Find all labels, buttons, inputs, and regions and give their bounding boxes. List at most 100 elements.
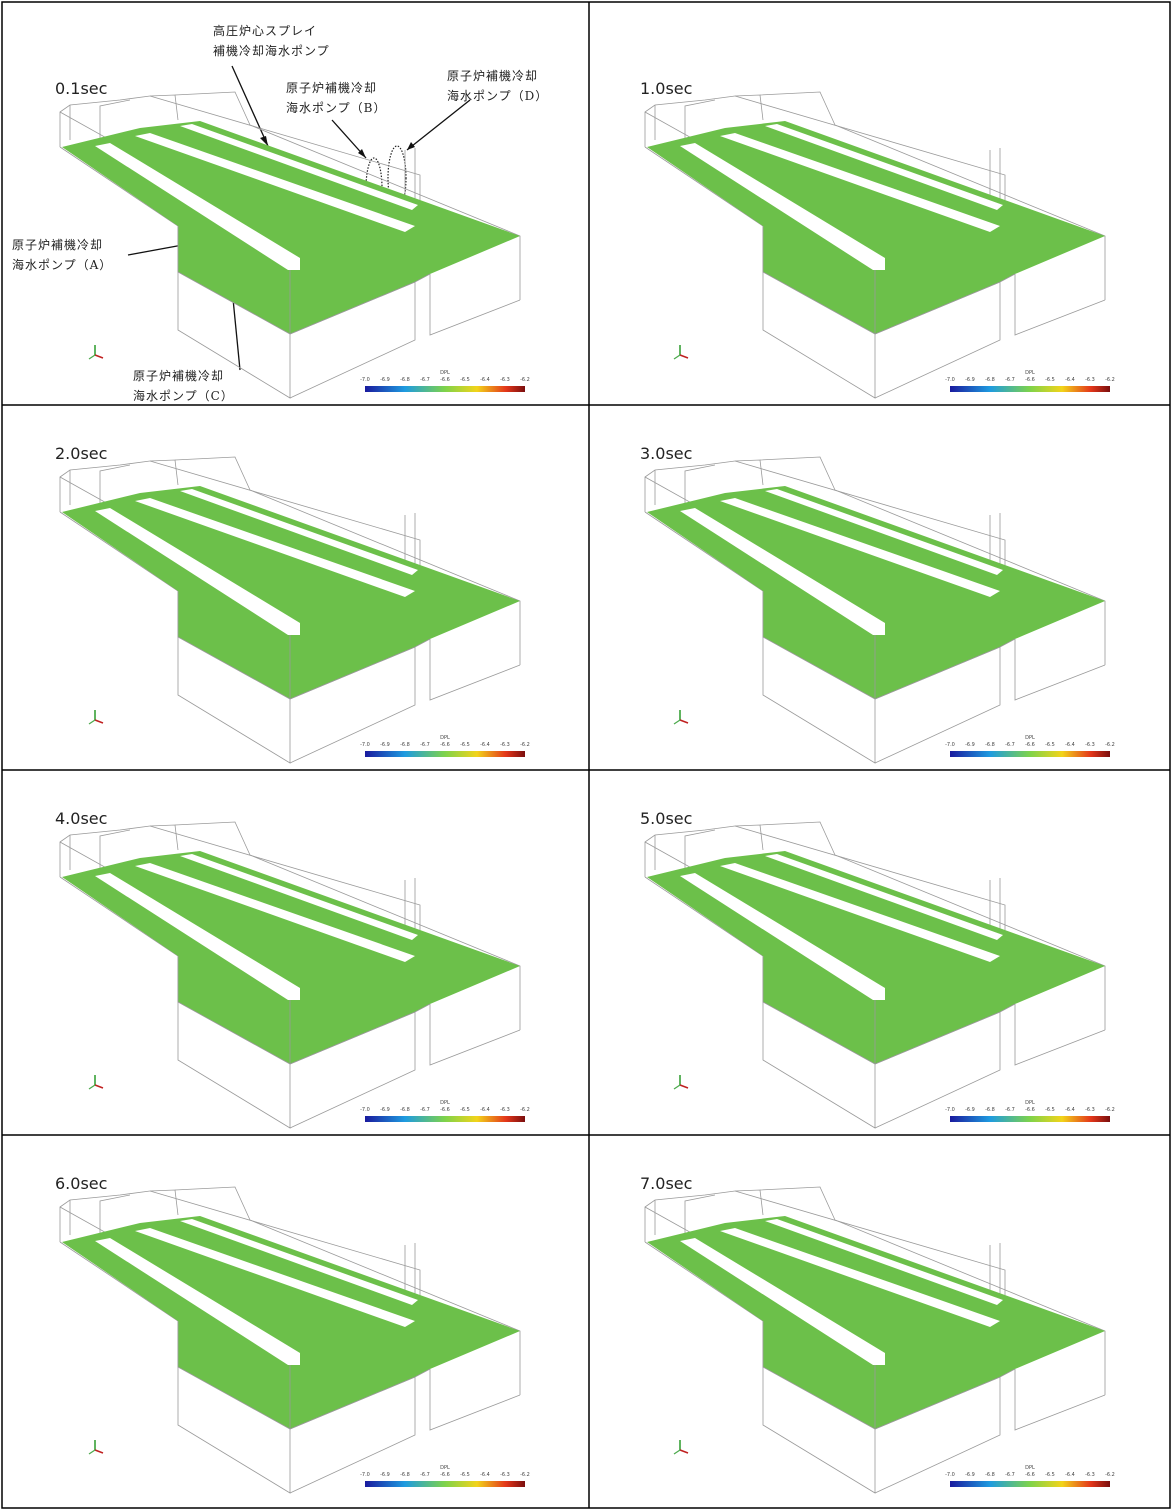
colorbar-tick-label: -6.8: [985, 1472, 995, 1478]
time-label: 0.1sec: [55, 79, 107, 98]
flow-render: [644, 456, 1111, 764]
colorbar-tick-label: -6.9: [380, 377, 390, 383]
annotation-text: 海水ポンプ（A）: [12, 257, 112, 272]
time-label: 1.0sec: [640, 79, 692, 98]
colorbar-title: DPL: [440, 370, 450, 376]
colorbar-tick-label: -6.9: [380, 1107, 390, 1113]
colorbar-tick-label: -6.4: [480, 1107, 490, 1113]
annotation-text: 高圧炉心スプレイ: [213, 23, 317, 38]
simulation-panel: 0.1sec DPL -7.0 -6.9 -6.8 -6.7 -6.6 -6.5 -6.4 -6.…: [55, 79, 530, 399]
colorbar-tick-label: -6.7: [420, 1107, 430, 1113]
time-label: 4.0sec: [55, 809, 107, 828]
colorbar-title: DPL: [440, 1100, 450, 1106]
colorbar-tick-label: -6.8: [400, 742, 410, 748]
colorbar-tick-label: -6.6: [440, 1107, 450, 1113]
colorbar-tick-label: -6.8: [985, 742, 995, 748]
colorbar-tick-label: -6.4: [1065, 377, 1075, 383]
colorbar-title: DPL: [1025, 735, 1035, 741]
colorbar-tick-label: -6.3: [500, 377, 510, 383]
colorbar-tick-label: -6.6: [1025, 742, 1035, 748]
flow-render: [644, 1186, 1111, 1494]
colorbar-tick-label: -6.3: [1085, 377, 1095, 383]
colorbar-tick-label: -6.3: [1085, 1472, 1095, 1478]
colorbar-tick-label: -6.5: [460, 742, 470, 748]
colorbar-tick-label: -6.2: [520, 742, 530, 748]
annotation-text: 原子炉補機冷却: [286, 80, 377, 95]
colorbar-tick-label: -6.7: [1005, 377, 1015, 383]
colorbar-tick-label: -6.7: [1005, 1107, 1015, 1113]
colorbar-tick-label: -6.3: [500, 1472, 510, 1478]
colorbar-tick-label: -6.8: [400, 377, 410, 383]
colorbar-tick-label: -6.4: [480, 742, 490, 748]
colorbar-tick-label: -6.3: [1085, 1107, 1095, 1113]
colorbar-tick-label: -7.0: [360, 1472, 370, 1478]
colorbar-tick-label: -6.5: [460, 1472, 470, 1478]
colorbar-tick-label: -6.5: [1045, 742, 1055, 748]
colorbar-tick-label: -6.6: [440, 742, 450, 748]
annotation-text: 海水ポンプ（B）: [286, 100, 386, 115]
colorbar-tick-label: -7.0: [945, 377, 955, 383]
colorbar-tick-label: -6.5: [1045, 1472, 1055, 1478]
annotation-text: 補機冷却海水ポンプ: [213, 43, 330, 58]
colorbar-tick-label: -6.7: [420, 1472, 430, 1478]
colorbar-tick-label: -6.6: [1025, 1472, 1035, 1478]
colorbar-tick-label: -6.8: [400, 1472, 410, 1478]
colorbar-tick-label: -6.2: [520, 377, 530, 383]
colorbar-tick-label: -6.4: [480, 377, 490, 383]
colorbar-tick-label: -6.5: [460, 1107, 470, 1113]
colorbar-tick-label: -6.4: [480, 1472, 490, 1478]
colorbar-tick-label: -6.3: [1085, 742, 1095, 748]
colorbar-tick-label: -6.5: [1045, 377, 1055, 383]
colorbar-tick-label: -7.0: [945, 1107, 955, 1113]
colorbar-tick-label: -6.2: [1105, 377, 1115, 383]
colorbar-tick-label: -6.2: [520, 1472, 530, 1478]
simulation-panel: 3.0sec DPL -7.0 -6.9 -6.8 -6.7 -6.6 -6.5 -6.4 -6.…: [640, 444, 1115, 764]
time-label: 3.0sec: [640, 444, 692, 463]
colorbar-tick-label: -6.6: [440, 377, 450, 383]
colorbar-tick-label: -6.4: [1065, 1472, 1075, 1478]
colorbar-title: DPL: [1025, 1100, 1035, 1106]
flow-render: [59, 821, 526, 1129]
colorbar-tick-label: -6.9: [380, 1472, 390, 1478]
pump-annotations: 高圧炉心スプレイ補機冷却海水ポンプ原子炉補機冷却海水ポンプ（B）原子炉補機冷却海…: [12, 23, 547, 403]
flow-render: [59, 91, 526, 399]
colorbar-tick-label: -6.9: [380, 742, 390, 748]
colorbar-tick-label: -6.8: [985, 1107, 995, 1113]
colorbar-tick-label: -6.7: [1005, 1472, 1015, 1478]
time-label: 6.0sec: [55, 1174, 107, 1193]
simulation-panel: 6.0sec DPL -7.0 -6.9 -6.8 -6.7 -6.6 -6.5 -6.4 -6.…: [55, 1174, 530, 1494]
colorbar-tick-label: -7.0: [945, 742, 955, 748]
colorbar-title: DPL: [440, 735, 450, 741]
colorbar-tick-label: -6.6: [1025, 377, 1035, 383]
colorbar-tick-label: -6.7: [1005, 742, 1015, 748]
annotation-text: 原子炉補機冷却: [12, 237, 103, 252]
colorbar-title: DPL: [440, 1465, 450, 1471]
annotation-text: 海水ポンプ（C）: [133, 388, 234, 403]
colorbar-tick-label: -7.0: [360, 742, 370, 748]
flow-render: [59, 456, 526, 764]
annotation-text: 原子炉補機冷却: [133, 368, 224, 383]
colorbar-tick-label: -6.3: [500, 742, 510, 748]
colorbar-tick-label: -6.6: [1025, 1107, 1035, 1113]
simulation-panel: 2.0sec DPL -7.0 -6.9 -6.8 -6.7 -6.6 -6.5 -6.4 -6.…: [55, 444, 530, 764]
simulation-panel: 5.0sec DPL -7.0 -6.9 -6.8 -6.7 -6.6 -6.5 -6.4 -6.…: [640, 809, 1115, 1129]
colorbar-tick-label: -6.5: [460, 377, 470, 383]
colorbar-tick-label: -6.7: [420, 742, 430, 748]
time-label: 7.0sec: [640, 1174, 692, 1193]
simulation-panel: 1.0sec DPL -7.0 -6.9 -6.8 -6.7 -6.6 -6.5 -6.4 -6.…: [640, 79, 1115, 399]
annotation-text: 原子炉補機冷却: [447, 68, 538, 83]
colorbar-tick-label: -6.3: [500, 1107, 510, 1113]
flow-render: [644, 821, 1111, 1129]
colorbar-title: DPL: [1025, 1465, 1035, 1471]
time-label: 2.0sec: [55, 444, 107, 463]
colorbar-tick-label: -6.8: [400, 1107, 410, 1113]
colorbar-tick-label: -7.0: [360, 377, 370, 383]
time-label: 5.0sec: [640, 809, 692, 828]
colorbar-tick-label: -6.5: [1045, 1107, 1055, 1113]
colorbar-tick-label: -6.7: [420, 377, 430, 383]
colorbar-tick-label: -6.2: [1105, 742, 1115, 748]
colorbar-tick-label: -6.4: [1065, 742, 1075, 748]
colorbar-tick-label: -6.8: [985, 377, 995, 383]
